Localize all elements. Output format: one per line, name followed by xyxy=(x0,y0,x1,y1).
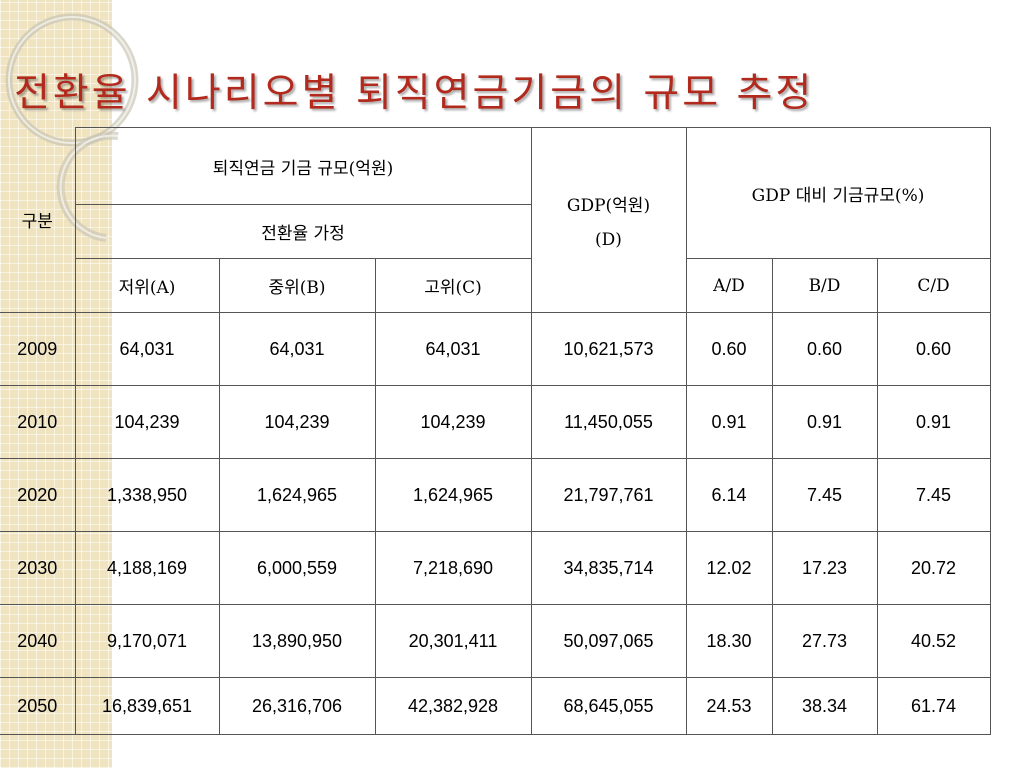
table-row: 2040 9,170,071 13,890,950 20,301,411 50,… xyxy=(0,604,991,678)
cell-c-d: 0.60 xyxy=(876,312,991,386)
gdp-header-line2: (D) xyxy=(595,229,622,250)
table-row: 2010 104,239 104,239 104,239 11,450,055 … xyxy=(0,385,991,459)
ratio-header: GDP 대비 기금규모(%) xyxy=(685,127,991,259)
cell-c-d: 61.74 xyxy=(876,677,991,735)
cell-a-d: 6.14 xyxy=(685,458,773,532)
col-header-b-d: B/D xyxy=(771,258,878,313)
cell-high: 42,382,928 xyxy=(374,677,532,735)
cell-gdp: 34,835,714 xyxy=(530,531,687,605)
row-year: 2009 xyxy=(0,312,76,386)
cell-high: 7,218,690 xyxy=(374,531,532,605)
cell-a-d: 0.91 xyxy=(685,385,773,459)
cell-low: 9,170,071 xyxy=(74,604,220,678)
cell-a-d: 12.02 xyxy=(685,531,773,605)
table-row: 2020 1,338,950 1,624,965 1,624,965 21,79… xyxy=(0,458,991,532)
col-header-a-d: A/D xyxy=(685,258,773,313)
cell-mid: 13,890,950 xyxy=(218,604,376,678)
cell-b-d: 17.23 xyxy=(771,531,878,605)
col-header-c-d: C/D xyxy=(876,258,991,313)
header-row-2: 전환율 가정 xyxy=(0,204,990,259)
page-title: 전환율 시나리오별 퇴직연금기금의 규모 추정 xyxy=(14,71,815,116)
row-year: 2030 xyxy=(0,531,76,605)
cell-c-d: 7.45 xyxy=(876,458,991,532)
fund-size-table: 구분 퇴직연금 기금 규모(억원) GDP(억원) (D) GDP 대비 기금규… xyxy=(0,127,991,735)
cell-c-d: 0.91 xyxy=(876,385,991,459)
cell-mid: 6,000,559 xyxy=(218,531,376,605)
col-header-low: 저위(A) xyxy=(74,258,220,313)
gdp-header-line1: GDP(억원) xyxy=(566,195,651,216)
row-year: 2010 xyxy=(0,385,76,459)
cell-a-d: 0.60 xyxy=(685,312,773,386)
gdp-header: GDP(억원) (D) xyxy=(530,127,687,313)
cell-low: 64,031 xyxy=(74,312,220,386)
row-year: 2050 xyxy=(0,677,76,735)
cell-low: 4,188,169 xyxy=(74,531,220,605)
table-row: 2009 64,031 64,031 64,031 10,621,573 0.6… xyxy=(0,312,991,386)
table-row: 2050 16,839,651 26,316,706 42,382,928 68… xyxy=(0,677,991,735)
cell-mid: 26,316,706 xyxy=(218,677,376,735)
cell-high: 1,624,965 xyxy=(374,458,532,532)
row-year: 2040 xyxy=(0,604,76,678)
cell-high: 104,239 xyxy=(374,385,532,459)
cell-c-d: 20.72 xyxy=(876,531,991,605)
cell-gdp: 68,645,055 xyxy=(530,677,687,735)
corner-label: 구분 xyxy=(0,127,76,313)
cell-low: 16,839,651 xyxy=(74,677,220,735)
cell-b-d: 27.73 xyxy=(771,604,878,678)
cell-high: 64,031 xyxy=(374,312,532,386)
cell-mid: 64,031 xyxy=(218,312,376,386)
cell-mid: 1,624,965 xyxy=(218,458,376,532)
cell-gdp: 10,621,573 xyxy=(530,312,687,386)
cell-low: 1,338,950 xyxy=(74,458,220,532)
col-header-high: 고위(C) xyxy=(374,258,532,313)
row-year: 2020 xyxy=(0,458,76,532)
cell-gdp: 11,450,055 xyxy=(530,385,687,459)
col-header-mid: 중위(B) xyxy=(218,258,376,313)
cell-b-d: 38.34 xyxy=(771,677,878,735)
cell-gdp: 50,097,065 xyxy=(530,604,687,678)
cell-low: 104,239 xyxy=(74,385,220,459)
fund-size-header: 퇴직연금 기금 규모(억원) xyxy=(74,127,532,205)
cell-a-d: 18.30 xyxy=(685,604,773,678)
cell-b-d: 7.45 xyxy=(771,458,878,532)
conversion-header: 전환율 가정 xyxy=(74,204,532,259)
cell-high: 20,301,411 xyxy=(374,604,532,678)
header-row-1: 구분 퇴직연금 기금 규모(억원) GDP(억원) (D) GDP 대비 기금규… xyxy=(0,127,991,313)
table-row: 2030 4,188,169 6,000,559 7,218,690 34,83… xyxy=(0,531,991,605)
cell-a-d: 24.53 xyxy=(685,677,773,735)
cell-b-d: 0.60 xyxy=(771,312,878,386)
cell-mid: 104,239 xyxy=(218,385,376,459)
cell-c-d: 40.52 xyxy=(876,604,991,678)
cell-b-d: 0.91 xyxy=(771,385,878,459)
cell-gdp: 21,797,761 xyxy=(530,458,687,532)
header-row-3: 저위(A) 중위(B) 고위(C) A/D B/D C/D xyxy=(0,258,991,313)
